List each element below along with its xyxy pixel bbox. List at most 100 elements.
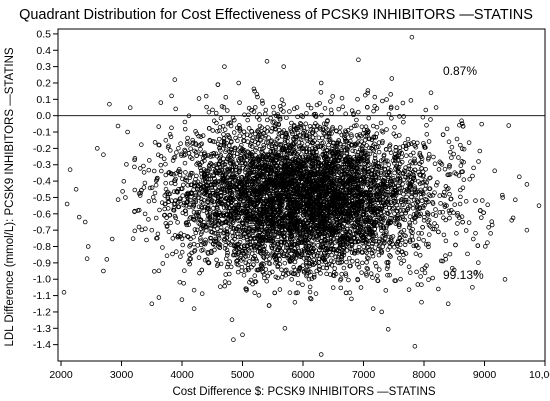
data-point xyxy=(328,99,333,104)
data-point xyxy=(263,107,269,113)
data-point xyxy=(417,172,422,177)
data-point xyxy=(154,236,159,241)
data-point xyxy=(214,257,219,263)
data-point xyxy=(264,278,269,284)
data-point xyxy=(241,184,247,189)
data-point xyxy=(400,214,405,220)
data-point xyxy=(224,229,230,234)
data-point xyxy=(170,251,175,257)
data-point xyxy=(172,213,178,219)
data-point xyxy=(275,264,280,270)
data-point xyxy=(379,158,384,163)
data-point xyxy=(156,142,161,148)
data-point xyxy=(419,282,424,287)
data-point xyxy=(173,171,179,176)
data-point xyxy=(461,146,467,152)
data-point xyxy=(250,182,255,188)
data-point xyxy=(401,233,407,238)
data-point xyxy=(479,215,484,220)
data-point xyxy=(261,221,266,227)
data-point xyxy=(411,197,417,203)
data-point xyxy=(195,243,200,248)
data-point xyxy=(193,141,198,146)
data-point xyxy=(270,269,275,275)
data-point xyxy=(356,244,362,250)
data-point xyxy=(402,242,408,248)
data-point xyxy=(163,161,168,167)
data-point xyxy=(188,215,193,220)
data-point xyxy=(256,293,262,298)
data-point xyxy=(196,195,202,201)
data-point xyxy=(416,230,421,236)
data-point xyxy=(221,136,227,141)
data-point xyxy=(149,185,155,190)
data-point xyxy=(381,172,387,177)
data-point xyxy=(409,234,415,239)
data-point xyxy=(483,244,488,249)
data-point xyxy=(477,148,483,154)
data-point xyxy=(301,256,307,261)
data-point xyxy=(223,243,228,248)
data-point xyxy=(271,110,277,116)
data-point xyxy=(447,191,452,197)
data-point xyxy=(454,171,459,177)
data-point xyxy=(230,183,236,189)
data-point xyxy=(222,283,227,289)
data-point xyxy=(223,149,228,154)
data-point xyxy=(177,279,183,285)
data-point xyxy=(292,106,297,112)
data-point xyxy=(244,222,249,228)
data-point xyxy=(186,259,191,264)
data-point xyxy=(185,190,191,196)
data-point xyxy=(371,164,377,169)
data-point xyxy=(392,195,397,201)
data-point xyxy=(365,90,370,96)
data-point xyxy=(260,101,265,106)
data-point xyxy=(400,216,406,222)
data-point xyxy=(288,126,293,131)
data-point xyxy=(321,140,326,145)
data-point xyxy=(426,241,431,247)
data-point xyxy=(380,98,385,104)
data-point xyxy=(401,119,406,125)
data-point xyxy=(454,231,459,236)
data-point xyxy=(403,143,409,149)
data-point xyxy=(197,270,202,276)
data-point xyxy=(216,244,221,249)
data-point xyxy=(447,215,452,221)
data-point xyxy=(211,118,217,124)
data-point xyxy=(190,141,195,146)
data-point xyxy=(373,220,379,225)
data-point xyxy=(367,184,372,190)
data-point xyxy=(304,215,310,220)
data-point xyxy=(388,106,394,111)
data-point xyxy=(392,170,397,176)
data-point xyxy=(231,215,236,221)
data-point xyxy=(165,196,171,202)
data-point xyxy=(204,257,210,262)
data-point xyxy=(367,136,372,142)
data-point xyxy=(382,215,387,221)
data-point xyxy=(229,190,235,195)
data-point xyxy=(214,170,219,175)
data-point xyxy=(330,246,336,252)
data-point xyxy=(353,216,358,222)
data-point xyxy=(355,224,360,230)
data-point xyxy=(328,223,333,228)
data-point xyxy=(210,206,216,211)
data-point xyxy=(478,208,483,213)
data-point xyxy=(407,222,413,228)
data-point xyxy=(223,164,228,170)
data-point xyxy=(277,253,282,258)
data-point xyxy=(456,155,461,160)
data-point xyxy=(188,236,193,242)
data-point xyxy=(158,153,164,159)
data-point xyxy=(347,290,353,295)
data-point xyxy=(422,186,428,192)
data-point xyxy=(232,248,237,254)
data-point xyxy=(229,203,235,209)
data-point xyxy=(236,158,242,164)
data-point xyxy=(215,129,220,134)
data-point xyxy=(178,231,184,236)
